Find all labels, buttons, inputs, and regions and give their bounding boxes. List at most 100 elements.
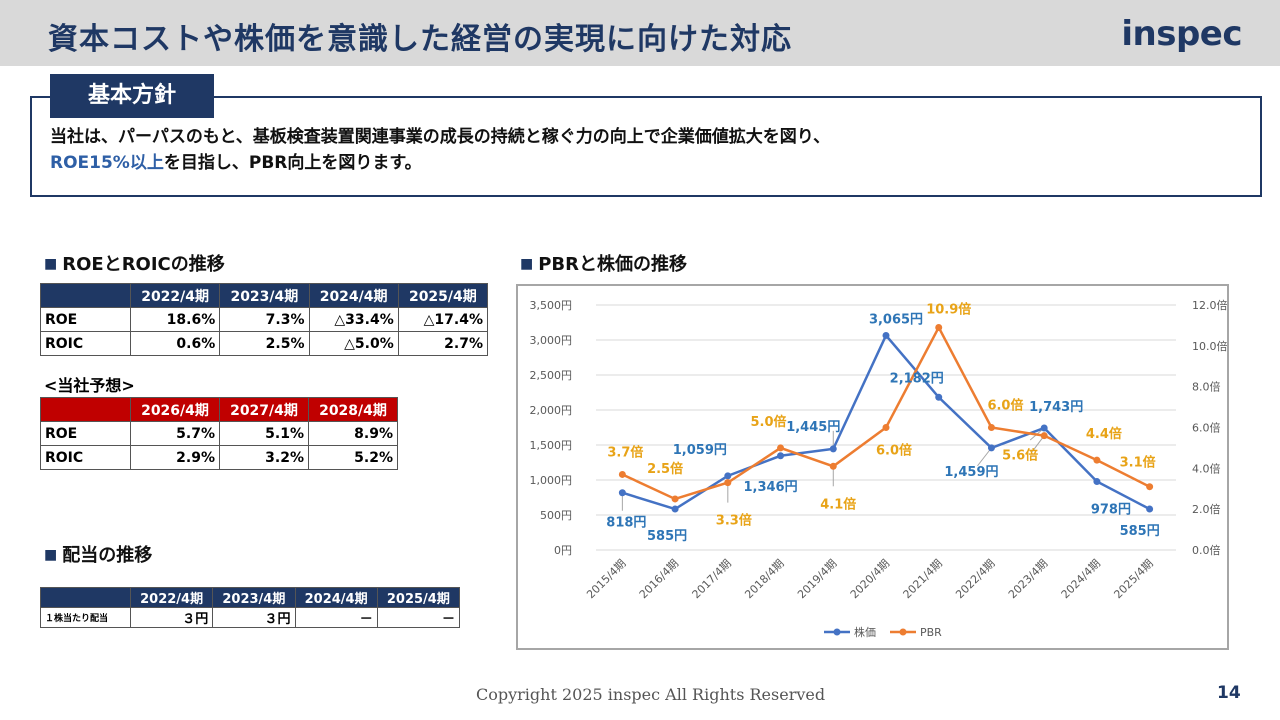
- forecast-col-header: [40, 397, 131, 422]
- data-label: 3,065円: [869, 312, 923, 327]
- x-tick-label: 2016/4期: [637, 557, 681, 601]
- table-row: ROE 18.6% 7.3% △33.4% △17.4%: [40, 307, 489, 332]
- data-point: [882, 331, 890, 339]
- dividend-col-header: 2023/4期: [212, 587, 296, 608]
- data-point: [618, 470, 626, 478]
- forecast-row-label: ROE: [40, 421, 131, 446]
- roe-target-highlight: ROE15%以上: [50, 153, 164, 173]
- data-label: 3.1倍: [1120, 455, 1156, 471]
- data-label: 2,182円: [890, 371, 944, 386]
- data-point: [1146, 505, 1154, 513]
- data-point: [1146, 483, 1154, 491]
- dividend-cell: －: [376, 607, 461, 628]
- roe-cell: 2.7%: [397, 331, 489, 356]
- roe-col-header: [40, 283, 131, 308]
- forecast-header-row: 2026/4期 2027/4期 2028/4期: [40, 397, 398, 422]
- forecast-cell: 8.9%: [308, 421, 398, 446]
- data-point: [987, 424, 995, 431]
- data-label: 3.7倍: [607, 444, 643, 460]
- y-left-tick-label: 2,000円: [530, 404, 573, 417]
- roe-col-header: 2024/4期: [308, 283, 399, 308]
- forecast-label: <当社予想>: [44, 376, 135, 395]
- dividend-col-header: 2025/4期: [376, 587, 461, 608]
- y-left-tick-label: 1,000円: [530, 474, 573, 487]
- y-right-tick-label: 2.0倍: [1192, 502, 1221, 516]
- data-label: 1,445円: [786, 420, 840, 435]
- legend-label: PBR: [920, 626, 942, 639]
- chart-section-heading: ■ PBRと株価の推移: [520, 250, 687, 276]
- y-right-tick-label: 0.0倍: [1192, 543, 1221, 557]
- data-point: [829, 462, 837, 470]
- data-point: [671, 495, 679, 503]
- data-label: 4.4倍: [1086, 426, 1122, 442]
- roe-row-label: ROE: [40, 307, 131, 332]
- roe-cell: 7.3%: [219, 307, 310, 332]
- y-left-tick-label: 0円: [554, 544, 572, 557]
- x-tick-label: 2017/4期: [690, 557, 734, 601]
- x-tick-label: 2021/4期: [901, 557, 945, 601]
- y-left-tick-label: 2,500円: [530, 369, 573, 382]
- data-point: [1040, 424, 1048, 432]
- dividend-cell: －: [294, 607, 378, 628]
- data-point: [1093, 456, 1101, 464]
- roe-col-header: 2022/4期: [129, 283, 221, 308]
- x-tick-label: 2022/4期: [953, 557, 997, 601]
- data-point: [724, 479, 732, 487]
- data-label: 1,459円: [944, 465, 998, 480]
- policy-tab: 基本方針: [50, 74, 214, 118]
- label-leader-line: [977, 447, 992, 467]
- roe-cell: 18.6%: [129, 307, 221, 332]
- roe-col-header: 2025/4期: [397, 283, 489, 308]
- company-logo: inspec: [1121, 14, 1242, 54]
- data-label: 5.6倍: [1002, 448, 1038, 464]
- legend-marker: [833, 628, 841, 636]
- y-right-tick-label: 8.0倍: [1192, 380, 1221, 394]
- table-row: ROE 5.7% 5.1% 8.9%: [40, 421, 398, 446]
- table-row: ROIC 2.9% 3.2% 5.2%: [40, 445, 398, 470]
- data-point: [671, 505, 679, 513]
- forecast-table: 2026/4期 2027/4期 2028/4期 ROE 5.7% 5.1% 8.9% ROIC…: [40, 397, 398, 470]
- chart-heading-text: PBRと株価の推移: [538, 254, 688, 275]
- forecast-row-label: ROIC: [40, 445, 131, 470]
- policy-line-1: 当社は、パーパスのもと、基板検査装置関連事業の成長の持続と稼ぐ力の向上で企業価値…: [50, 127, 831, 147]
- data-point: [777, 452, 785, 460]
- data-point: [882, 424, 890, 431]
- data-point: [935, 323, 943, 331]
- x-tick-label: 2015/4期: [584, 557, 628, 601]
- table-row: ROIC 0.6% 2.5% △5.0% 2.7%: [40, 331, 489, 356]
- x-tick-label: 2024/4期: [1059, 557, 1103, 601]
- data-label: 2.5倍: [647, 461, 683, 477]
- roe-cell: △17.4%: [397, 307, 489, 332]
- dividend-heading-text: 配当の推移: [62, 545, 153, 566]
- data-label: 585円: [1120, 524, 1160, 539]
- data-point: [618, 489, 626, 497]
- dividend-col-header: 2022/4期: [129, 587, 214, 608]
- data-label: 978円: [1091, 503, 1131, 518]
- roe-row-label: ROIC: [40, 331, 131, 356]
- x-tick-label: 2018/4期: [742, 557, 786, 601]
- x-tick-label: 2020/4期: [848, 557, 892, 601]
- page-number: 14: [1217, 683, 1241, 703]
- roe-col-header: 2023/4期: [219, 283, 310, 308]
- data-label: 6.0倍: [987, 398, 1023, 414]
- policy-line-2: ROE15%以上を目指し、PBR向上を図ります。: [50, 150, 830, 176]
- data-label: 585円: [647, 529, 687, 544]
- page-title: 資本コストや株価を意識した経営の実現に向けた対応: [48, 22, 792, 57]
- square-bullet-icon: ■: [520, 256, 534, 272]
- roe-cell: 0.6%: [129, 331, 221, 356]
- data-point: [1093, 478, 1101, 486]
- dividend-cell: ３円: [129, 607, 214, 628]
- series-line-株価: [621, 333, 1151, 511]
- data-label: 5.0倍: [751, 414, 787, 430]
- header-bar: [0, 0, 1280, 66]
- roe-cell: 2.5%: [219, 331, 310, 356]
- forecast-col-header: 2028/4期: [308, 397, 398, 422]
- data-point: [935, 393, 943, 401]
- data-label: 1,346円: [743, 480, 797, 495]
- policy-text: 当社は、パーパスのもと、基板検査装置関連事業の成長の持続と稼ぐ力の向上で企業価値…: [50, 124, 830, 176]
- y-left-tick-label: 1,500円: [530, 439, 573, 452]
- copyright: Copyright 2025 inspec All Rights Reserve…: [476, 685, 826, 704]
- dividend-col-header: [40, 587, 131, 608]
- data-label: 3.3倍: [716, 513, 752, 529]
- y-right-tick-label: 6.0倍: [1192, 421, 1221, 435]
